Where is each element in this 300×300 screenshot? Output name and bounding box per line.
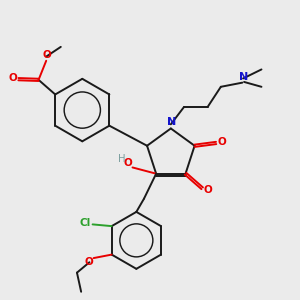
Text: O: O [84,256,93,266]
Text: O: O [8,74,17,83]
Text: N: N [239,72,248,82]
Text: O: O [218,137,226,147]
Text: H: H [118,154,125,164]
Text: O: O [43,50,52,60]
Text: O: O [204,185,212,195]
Text: Cl: Cl [79,218,91,228]
Text: N: N [167,117,176,127]
Text: O: O [124,158,133,168]
